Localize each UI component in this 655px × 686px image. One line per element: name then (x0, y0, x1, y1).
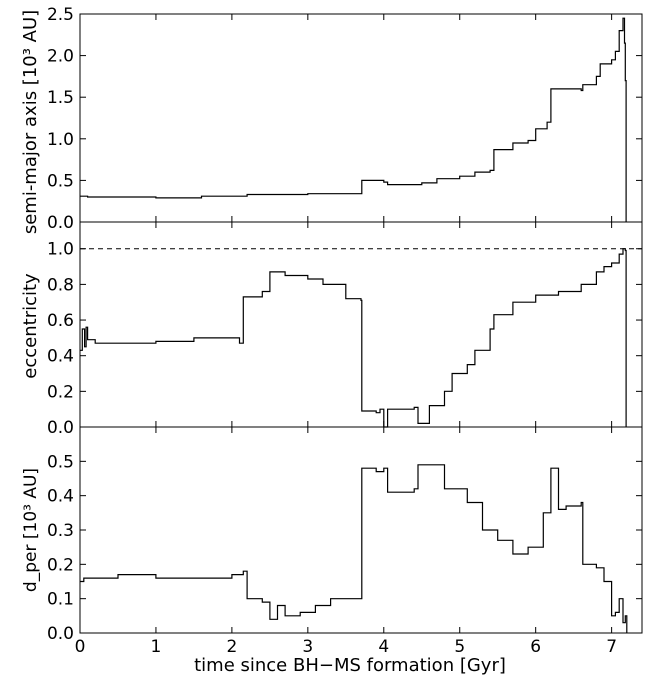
x-tick-labels: 0 1 2 3 4 5 6 7 (75, 637, 617, 657)
y-tick-label: 2.5 (47, 5, 74, 25)
y-tick-label: 0.4 (47, 487, 74, 507)
x-tick-label: 0 (75, 637, 86, 657)
y-tick-label: 0.5 (47, 171, 74, 191)
y-tick-label: 1.0 (47, 240, 74, 260)
x-tick-label: 7 (606, 637, 617, 657)
y-tick-label: 0.8 (47, 275, 74, 295)
y-tick-label: 0.0 (47, 624, 74, 644)
x-tick-label: 5 (454, 637, 465, 657)
plot-frame (79, 426, 643, 634)
y-tick-label: 1.0 (47, 130, 74, 150)
plot-frame (79, 13, 643, 223)
y-tick-label: 0.0 (47, 213, 74, 233)
panel-pericenter-distance: 0.0 0.1 0.2 0.3 0.4 0.5 (47, 426, 643, 644)
y-tick-label: 0.0 (47, 418, 74, 438)
y-tick-label: 1.5 (47, 88, 74, 108)
panel-eccentricity: 0.0 0.2 0.4 0.6 0.8 1.0 (47, 221, 643, 438)
y-tick-label: 0.5 (47, 452, 74, 472)
y-tick-label: 0.2 (47, 382, 74, 402)
x-tick-label: 4 (378, 637, 389, 657)
x-tick-label: 2 (226, 637, 237, 657)
y-tick-label: 0.4 (47, 347, 74, 367)
y-tick-label: 2.0 (47, 47, 74, 67)
series-line (80, 248, 627, 428)
panel-semi-major-axis: 0.0 0.5 1.0 1.5 2.0 2.5 (47, 5, 643, 233)
y-tick-label: 0.6 (47, 311, 74, 331)
x-axis-label: time since BH−MS formation [Gyr] (194, 655, 506, 676)
y-tick-label: 0.2 (47, 555, 74, 575)
y-axis-label-pericenter-distance: d_per [10³ AU] (21, 468, 41, 592)
x-tick-label: 1 (151, 637, 162, 657)
x-tick-label: 3 (302, 637, 313, 657)
y-tick-label: 0.1 (47, 590, 74, 610)
y-axis-label-eccentricity: eccentricity (20, 273, 41, 379)
series-line (80, 17, 627, 222)
x-tick-label: 6 (530, 637, 541, 657)
plot-frame (79, 221, 643, 428)
y-tick-label: 0.3 (47, 521, 74, 541)
y-axis-label-semi-major-axis: semi-major axis [10³ AU] (20, 10, 41, 234)
series-line (80, 464, 628, 633)
